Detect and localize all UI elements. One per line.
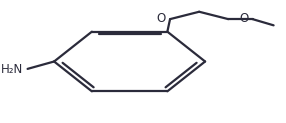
- Text: O: O: [239, 12, 249, 25]
- Text: H₂N: H₂N: [1, 63, 23, 76]
- Text: O: O: [157, 12, 166, 25]
